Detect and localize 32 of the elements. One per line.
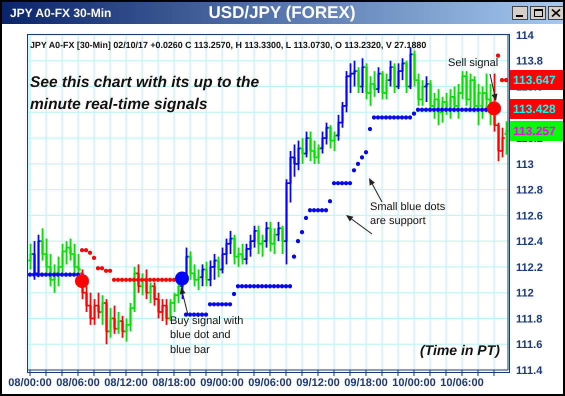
x-tick-label: 08/18:00 (152, 376, 196, 389)
x-tick-label: 08/06:00 (56, 376, 100, 389)
y-tick-label: 112.6 (516, 210, 543, 222)
x-tick-label: 09/00:00 (200, 376, 244, 389)
x-tick-label: 10/00:00 (392, 376, 436, 389)
text: 113.257 (510, 121, 565, 141)
y-tick-label: 112 (516, 288, 534, 300)
x-tick-label: 09/18:00 (344, 376, 388, 389)
annotation: JPY A0-FX [30-Min] 02/10/17 +0.0260 C 113.2570, H 113.3300, L 113.0730, O 113.2320, V 27.1880 (30, 40, 428, 51)
annotation: See this chart with its up to the minute real-time signals (30, 73, 260, 116)
chart-subtitle: JPY A0-FX 30-Min (10, 6, 112, 20)
chart-title: USD/JPY (FOREX) (207, 3, 357, 23)
y-tick-label: 111.8 (516, 313, 542, 326)
annotation: Small blue dots are support (370, 200, 446, 229)
y-tick-label: 113.8 (516, 56, 543, 68)
y-tick-label: 112.8 (516, 184, 543, 197)
y-tick-label: 112.2 (516, 262, 543, 274)
y-tick-label: 114 (516, 30, 535, 42)
x-tick-label: 09/06:00 (248, 376, 292, 389)
x-tick-label: 08/00:00 (8, 376, 52, 389)
text: 113.647 (510, 70, 565, 90)
x-tick-label: 08/12:00 (104, 376, 148, 389)
annotation: Buy signal with blue dot and blue bar (170, 314, 244, 357)
y-tick-label: 111.6 (516, 339, 542, 352)
annotation: (Time in PT) (420, 342, 501, 359)
annotation: Sell signal (448, 57, 498, 69)
x-tick-label: 09/12:00 (296, 376, 340, 389)
y-tick-label: 112.4 (516, 236, 544, 248)
y-tick-label: 113 (516, 158, 534, 171)
text: 113.428 (510, 99, 565, 119)
x-tick-label: 10/06:00 (440, 376, 484, 389)
y-tick-label: 111.4 (516, 364, 544, 377)
